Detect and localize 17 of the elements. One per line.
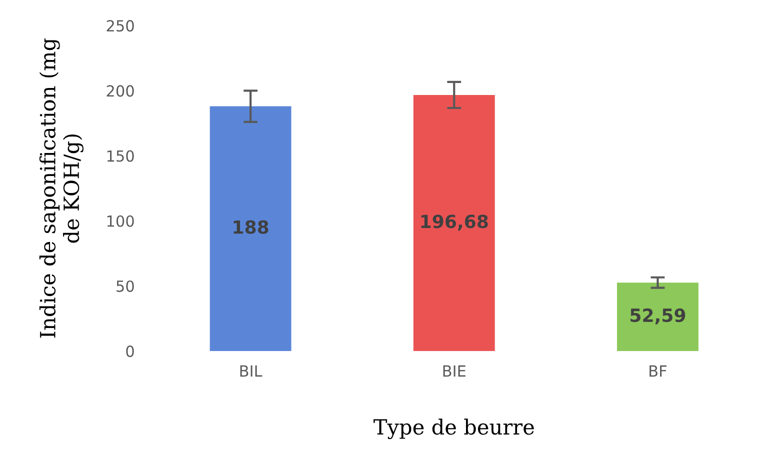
x-tick-label: BF (650, 365, 666, 377)
x-axis-title: Type de beurre (374, 418, 534, 440)
bar (617, 282, 698, 352)
y-tick-label: 250 (106, 20, 134, 32)
y-tick-label: 50 (116, 280, 134, 292)
x-tick-label: BIE (443, 365, 466, 377)
data-label: 188 (234, 220, 268, 234)
y-tick-label: 150 (107, 150, 134, 162)
y-tick-label: 200 (106, 85, 134, 97)
bar (210, 106, 292, 352)
data-label: 52,59 (630, 308, 686, 324)
bar (413, 95, 495, 352)
data-label: 196,68 (421, 214, 488, 231)
y-tick-label: 0 (126, 346, 134, 358)
y-tick-label: 100 (107, 215, 134, 227)
y-axis-title: Indice de saponification (mg de KOH/g) (39, 38, 84, 338)
x-tick-label: BIL (240, 365, 262, 377)
